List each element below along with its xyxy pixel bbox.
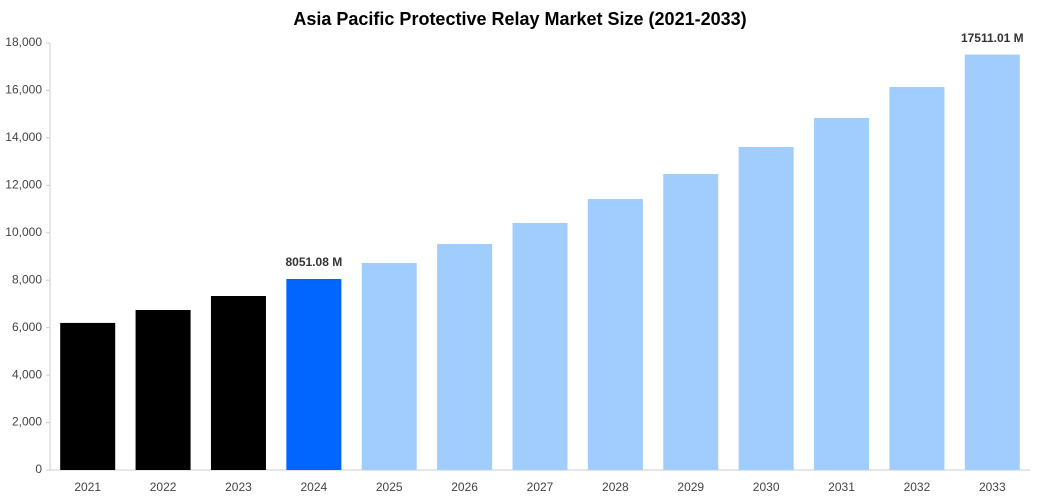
bar [135,309,191,470]
bar [964,54,1020,471]
x-tick-label: 2024 [300,480,327,494]
y-tick-label: 0 [35,462,42,476]
bar [512,223,568,470]
y-tick-label: 2,000 [12,415,42,429]
y-tick-label: 4,000 [12,367,42,381]
x-tick-label: 2025 [376,480,403,494]
x-tick-label: 2027 [527,480,554,494]
y-tick-label: 10,000 [5,225,42,239]
x-tick-label: 2028 [602,480,629,494]
x-tick-label: 2022 [150,480,177,494]
bar [286,279,342,470]
x-tick-label: 2029 [677,480,704,494]
bar [60,322,116,470]
y-tick-label: 14,000 [5,130,42,144]
bar [361,262,417,470]
bar [738,146,794,470]
x-tick-label: 2023 [225,480,252,494]
chart-title: Asia Pacific Protective Relay Market Siz… [293,9,746,29]
x-tick-label: 2026 [451,480,478,494]
x-tick-label: 2033 [979,480,1006,494]
value-label: 17511.01 M [961,31,1024,45]
value-label: 8051.08 M [285,255,342,269]
x-tick-label: 2030 [753,480,780,494]
bar [814,118,870,470]
bar [587,198,643,471]
bar [889,87,945,470]
y-tick-label: 6,000 [12,320,42,334]
y-tick-label: 8,000 [12,272,42,286]
x-tick-label: 2032 [904,480,931,494]
x-tick-label: 2031 [828,480,855,494]
bar [437,243,493,470]
y-tick-label: 18,000 [5,35,42,49]
bar [663,173,719,470]
x-tick-label: 2021 [74,480,101,494]
y-tick-label: 16,000 [5,83,42,97]
y-tick-label: 12,000 [5,178,42,192]
bar [210,295,266,470]
